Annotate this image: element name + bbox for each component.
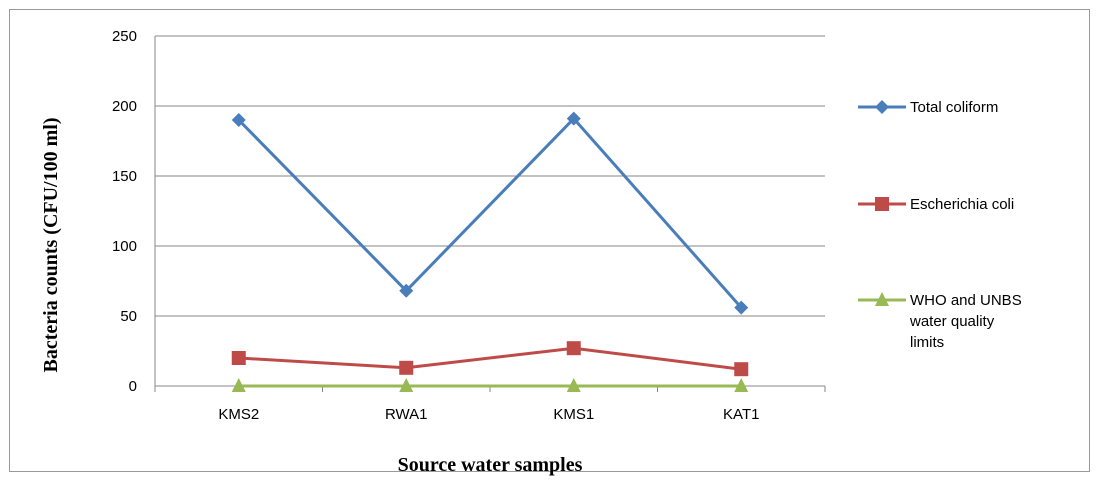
series-lines	[231, 111, 749, 392]
y-tick-label: 50	[120, 308, 137, 325]
data-point	[399, 283, 414, 298]
x-tick-labels: KMS2 RWA1 KMS1 KAT1	[218, 406, 759, 423]
legend-marker	[875, 197, 889, 211]
legend-label-line: Total coliform	[910, 99, 998, 116]
y-tick-label: 0	[129, 378, 137, 395]
data-point	[231, 113, 246, 127]
legend-item: WHO and UNBS water quality limits	[858, 292, 1022, 351]
y-tick-label: 250	[112, 28, 137, 45]
data-point	[399, 360, 414, 375]
gridlines	[154, 35, 826, 392]
y-tick-labels: 0 50 100 150 200 250	[112, 28, 137, 395]
data-point	[231, 378, 246, 392]
data-point	[734, 300, 749, 315]
data-point	[734, 378, 749, 392]
series-2	[231, 378, 749, 392]
x-tick-label: KAT1	[723, 406, 759, 423]
legend-label-line: Escherichia coli	[910, 196, 1014, 213]
data-point	[231, 351, 246, 365]
x-axis-title: Source water samples	[398, 454, 583, 476]
y-tick-label: 150	[112, 168, 137, 185]
data-point	[566, 341, 581, 356]
legend-label-line: water quality	[909, 313, 995, 330]
data-point	[566, 378, 581, 392]
data-point	[734, 362, 749, 377]
x-tick-label: RWA1	[385, 406, 428, 423]
x-tick-label: KMS2	[218, 406, 259, 423]
x-tick-label: KMS1	[553, 406, 594, 423]
legend-item: Escherichia coli	[858, 196, 1014, 213]
legend: Total coliform Escherichia coli WHO and UN…	[858, 99, 1022, 351]
data-point	[399, 378, 414, 392]
chart-frame	[9, 9, 1090, 472]
legend-label: Escherichia coli	[910, 196, 1014, 213]
series-0	[231, 111, 749, 315]
y-tick-label: 200	[112, 98, 137, 115]
legend-label: Total coliform	[910, 99, 998, 116]
legend-marker	[875, 100, 889, 114]
legend-label-line: limits	[910, 334, 944, 351]
y-axis-title: Bacteria counts (CFU/100 ml)	[40, 118, 62, 373]
series-1	[231, 341, 749, 377]
series-line	[238, 346, 742, 371]
legend-marker	[875, 292, 889, 306]
y-tick-label: 100	[112, 238, 137, 255]
data-point	[566, 111, 581, 126]
legend-item: Total coliform	[858, 99, 998, 116]
legend-label: WHO and UNBS water quality limits	[909, 292, 1022, 351]
legend-label-line: WHO and UNBS	[910, 292, 1022, 309]
series-line	[237, 117, 743, 309]
